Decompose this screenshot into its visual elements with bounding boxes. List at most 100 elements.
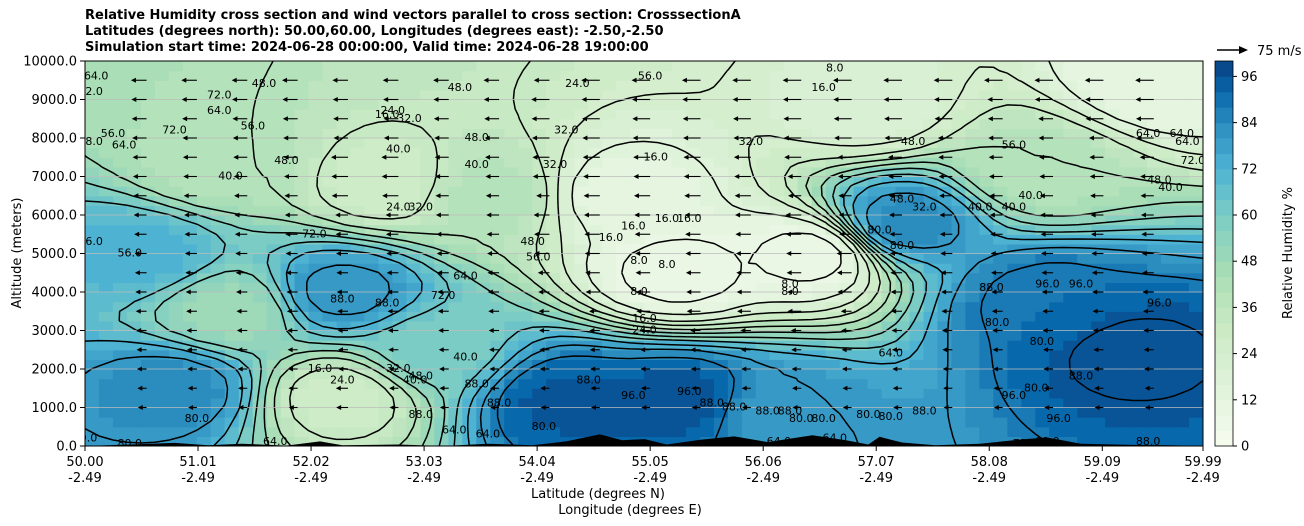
rh-cell [1063, 320, 1078, 332]
colorbar-tick-label: 60 [1241, 209, 1258, 224]
rh-cell [1133, 426, 1148, 437]
rh-cell [224, 369, 240, 380]
rh-cell [406, 109, 421, 120]
rh-cell [741, 243, 757, 255]
rh-cell [699, 263, 715, 274]
rh-cell [448, 215, 463, 226]
rh-cell [811, 272, 827, 283]
rh-cell [937, 282, 953, 293]
rh-cell [140, 186, 156, 197]
rh-cell [280, 224, 296, 235]
rh-cell [112, 166, 128, 178]
rh-cell [336, 397, 352, 409]
rh-cell [308, 128, 324, 139]
rh-cell [630, 234, 645, 245]
rh-cell [1175, 292, 1190, 303]
rh-cell [769, 417, 785, 428]
rh-cell [154, 272, 170, 283]
contour-label: 24.0 [386, 200, 411, 213]
y-tick-label: 6000.0 [32, 209, 78, 224]
contour-label: 48.0 [520, 235, 545, 248]
rh-cell [85, 253, 100, 264]
rh-cell [434, 195, 449, 206]
rh-cell [462, 147, 477, 158]
rh-cell [1049, 128, 1064, 139]
rh-cell [657, 109, 673, 120]
rh-cell [112, 224, 128, 235]
wind-vector-head [438, 347, 444, 353]
rh-cell [588, 340, 603, 351]
rh-cell [1063, 186, 1078, 197]
rh-cell [266, 282, 282, 293]
rh-cell [602, 378, 617, 389]
rh-cell [1161, 70, 1176, 81]
rh-cell [923, 234, 939, 245]
rh-cell [811, 426, 827, 437]
x-tick-lon-label: -2.49 [1085, 471, 1119, 486]
rh-cell [853, 70, 869, 81]
wind-vector-head [184, 212, 190, 218]
rh-cell [140, 176, 156, 187]
rh-cell [560, 80, 575, 91]
rh-cell [727, 349, 743, 360]
rh-cell [1175, 426, 1190, 437]
rh-cell [266, 118, 282, 129]
rh-cell [532, 253, 547, 264]
rh-cell [685, 243, 701, 255]
rh-cell [895, 89, 911, 101]
rh-cell [1077, 61, 1092, 72]
rh-cell [1119, 388, 1134, 399]
wind-vector-head [833, 116, 839, 122]
rh-cell [378, 99, 394, 110]
rh-cell [476, 186, 491, 197]
rh-cell [825, 426, 841, 437]
rh-cell [196, 301, 212, 312]
rh-cell [1063, 99, 1078, 110]
rh-cell [322, 224, 338, 235]
rh-cell [448, 157, 463, 168]
rh-cell [196, 292, 212, 303]
rh-cell [504, 138, 519, 149]
rh-cell [294, 359, 310, 370]
rh-cell [685, 272, 701, 283]
rh-cell [154, 80, 170, 91]
rh-cell [937, 176, 953, 187]
rh-cell [1077, 330, 1092, 341]
rh-cell [630, 61, 645, 72]
rh-cell [294, 99, 310, 110]
rh-cell [224, 340, 240, 351]
rh-cell [867, 186, 883, 197]
rh-cell [98, 397, 114, 409]
rh-cell [881, 70, 897, 81]
rh-cell [462, 253, 477, 264]
wind-vector-head [288, 366, 294, 372]
rh-cell [588, 89, 603, 101]
colorbar-tick-label: 84 [1241, 116, 1258, 131]
rh-cell [518, 166, 533, 178]
contour-label: 8.0 [630, 285, 648, 298]
rh-cell [993, 340, 1008, 351]
wind-vector-head [335, 251, 341, 256]
rh-cell [336, 80, 352, 91]
rh-cell [210, 80, 226, 91]
wind-vector-head [439, 385, 445, 391]
wind-vector-head [632, 135, 638, 141]
rh-cell [336, 330, 352, 341]
rh-cell [252, 61, 268, 72]
rh-cell [462, 359, 477, 370]
rh-cell [797, 176, 813, 187]
rh-cell [462, 215, 477, 226]
quiver-key: 75 m/s [1217, 44, 1302, 59]
contour-label: 64.0 [1175, 135, 1200, 148]
rh-cell [616, 349, 631, 360]
rh-cell [630, 195, 645, 206]
rh-cell [1077, 301, 1092, 312]
rh-cell [336, 436, 352, 446]
rh-cell [266, 109, 282, 120]
rh-cell [951, 407, 967, 418]
rh-cell [518, 195, 533, 206]
rh-cell [504, 234, 519, 245]
rh-cell [420, 157, 435, 168]
rh-cell [1035, 320, 1050, 332]
rh-cell [685, 166, 701, 178]
